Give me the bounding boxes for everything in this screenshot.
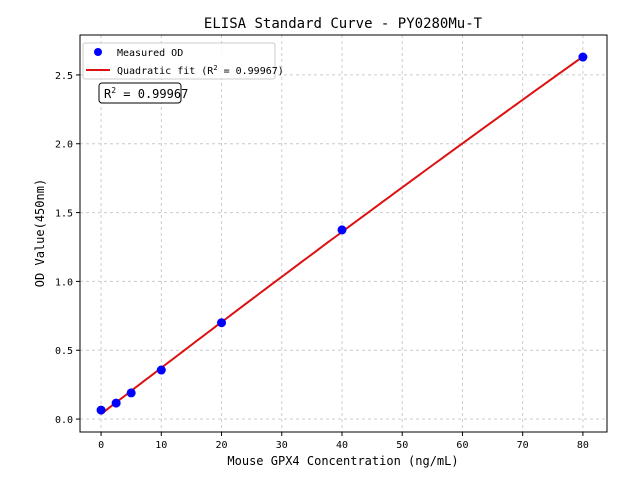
x-tick-label: 10 (155, 440, 167, 451)
legend: Measured OD Quadratic fit (R2 = 0.99967) (82, 42, 284, 80)
data-point (111, 398, 121, 408)
y-tick-label: 0.0 (55, 415, 73, 426)
x-tick-label: 0 (98, 440, 104, 451)
x-tick-label: 20 (216, 440, 228, 451)
ticks: 0 10 20 30 40 50 60 70 80 0.0 0.5 1.0 1.5 2.0 2.5 (55, 71, 589, 451)
y-tick-label: 2.0 (55, 140, 73, 151)
data-point (578, 52, 588, 62)
x-axis-label: Mouse GPX4 Concentration (ng/mL) (227, 454, 458, 468)
y-tick-label: 0.5 (55, 346, 73, 357)
x-tick-label: 40 (336, 440, 348, 451)
y-tick-label: 1.5 (55, 209, 73, 220)
legend-marker-points (94, 48, 102, 56)
data-point (156, 365, 166, 375)
legend-box (82, 42, 276, 80)
y-tick-label: 1.0 (55, 277, 73, 288)
legend-label-points: Measured OD (117, 48, 183, 59)
data-point (337, 225, 347, 235)
x-tick-label: 50 (396, 440, 408, 451)
x-tick-label: 60 (456, 440, 468, 451)
marks (96, 52, 588, 415)
chart-title: ELISA Standard Curve - PY0280Mu-T (204, 16, 483, 32)
y-tick-label: 2.5 (55, 71, 73, 82)
x-tick-label: 80 (577, 440, 589, 451)
data-point (96, 405, 106, 415)
annotation-text: R2 = 0.99967 (104, 86, 188, 101)
annotation-box (98, 82, 182, 104)
x-tick-label: 70 (517, 440, 529, 451)
data-point (126, 388, 136, 398)
legend-label-fit: Quadratic fit (R2 = 0.99967) (117, 64, 284, 77)
r-squared-annotation: R2 = 0.99967 (98, 82, 188, 104)
x-tick-label: 30 (276, 440, 288, 451)
y-axis-label: OD Value(450nm) (33, 179, 47, 287)
plot-frame (79, 34, 608, 433)
data-point (217, 318, 227, 328)
